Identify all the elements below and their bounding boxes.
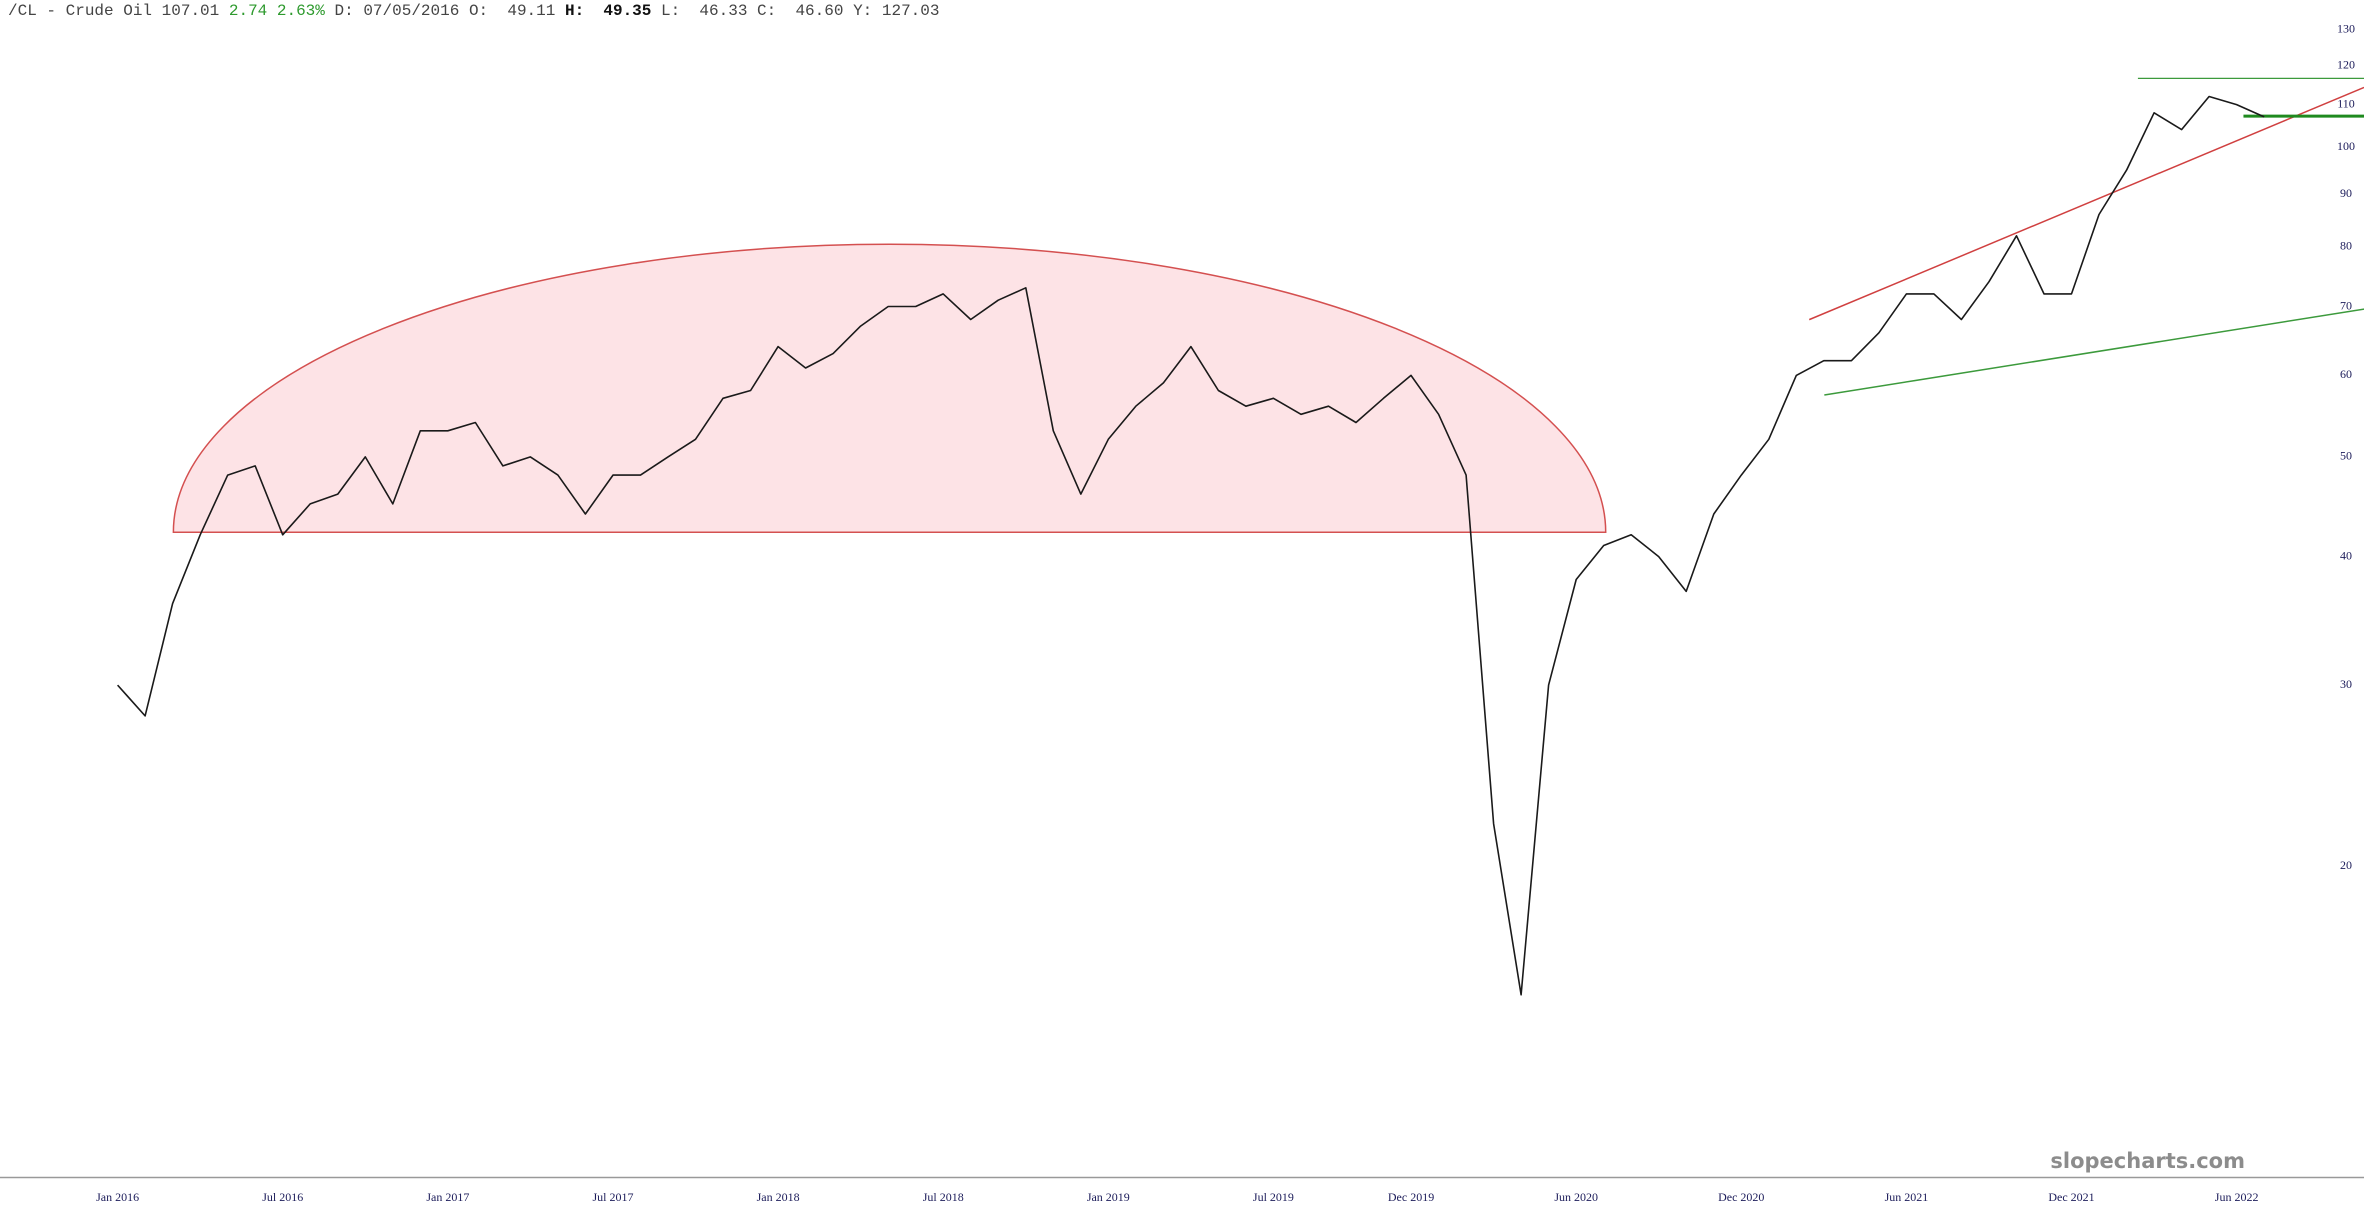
x-tick-label: Jul 2016 [262,1190,303,1204]
x-tick-label: Jul 2019 [1253,1190,1294,1204]
high-label: H: [564,2,585,20]
rounding-top [172,243,1607,533]
y-label: Y: [853,2,873,20]
y-tick-label: 120 [2337,57,2355,71]
high: 49.35 [603,2,652,20]
x-tick-label: Jun 2020 [1554,1190,1598,1204]
y-tick-label: 100 [2337,139,2355,153]
date-label: D: [334,2,354,20]
open-label: O: [468,2,489,20]
y-tick-label: 60 [2340,367,2352,381]
x-tick-label: Jan 2018 [757,1190,800,1204]
watermark: slopecharts.com [2050,1149,2245,1173]
symbol: /CL - Crude Oil [8,2,153,20]
close-label: C: [757,2,777,20]
x-tick-label: Jul 2018 [923,1190,964,1204]
drawings [0,77,2364,1179]
y-value: 127.03 [881,2,940,20]
y-tick-label: 20 [2340,858,2352,872]
quote-header: /CL - Crude Oil 107.01 2.74 2.63% D: 07/… [8,2,939,20]
y-tick-label: 30 [2340,677,2352,691]
y-tick-label: 70 [2340,298,2352,312]
x-tick-label: Jan 2017 [426,1190,469,1204]
y-tick-label: 110 [2337,96,2355,110]
trendline [1824,308,2364,396]
x-tick-label: Jan 2019 [1087,1190,1130,1204]
low: 46.33 [699,2,748,20]
price-line [117,95,2265,996]
y-tick-label: 90 [2340,186,2352,200]
last-price: 107.01 [161,2,220,20]
y-tick-label: 80 [2340,239,2352,253]
y-tick-label: 130 [2337,22,2355,36]
low-label: L: [661,2,681,20]
x-tick-label: Jan 2016 [96,1190,139,1204]
change-pct: 2.63% [276,2,325,20]
trendline [1808,86,2364,321]
open: 49.11 [507,2,556,20]
x-tick-label: Jun 2021 [1885,1190,1929,1204]
close: 46.60 [795,2,844,20]
y-tick-label: 40 [2340,548,2352,562]
x-tick-label: Dec 2021 [2048,1190,2094,1204]
x-tick-label: Jun 2022 [2215,1190,2259,1204]
date: 07/05/2016 [363,2,460,20]
change: 2.74 [228,2,268,20]
x-tick-label: Dec 2020 [1718,1190,1764,1204]
x-tick-label: Dec 2019 [1388,1190,1434,1204]
x-tick-label: Jul 2017 [592,1190,633,1204]
y-tick-label: 50 [2340,449,2352,463]
